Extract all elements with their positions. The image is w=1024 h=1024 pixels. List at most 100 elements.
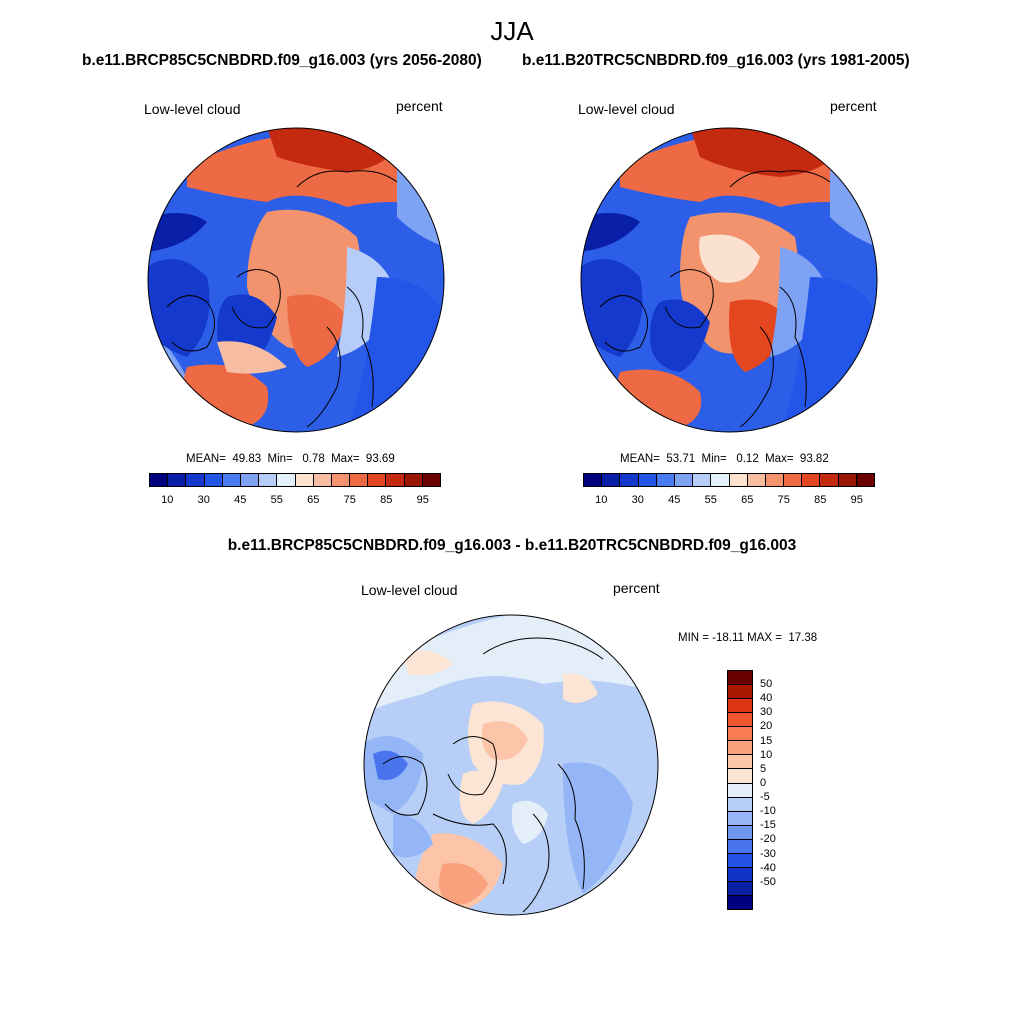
colorbar-tick-label: 45 xyxy=(668,494,681,506)
colorbar-swatch xyxy=(277,474,296,486)
colorbar-tick-label: -40 xyxy=(760,861,776,874)
colorbar-swatch xyxy=(728,867,752,882)
colorbar-tick-label: 85 xyxy=(380,494,393,506)
panel-b-colorbar xyxy=(583,473,875,487)
colorbar-swatch xyxy=(313,474,332,486)
colorbar-swatch xyxy=(728,896,752,910)
colorbar-tick-label: 65 xyxy=(307,494,320,506)
colorbar-tick-label: 50 xyxy=(760,678,773,691)
difference-panel-title: b.e11.BRCP85C5CNBDRD.f09_g16.003 - b.e11… xyxy=(227,537,797,554)
colorbar-swatch xyxy=(168,474,187,486)
difference-min-max: MIN = -18.11 MAX = 17.38 xyxy=(678,632,818,644)
colorbar-swatch xyxy=(729,474,748,486)
colorbar-tick-label: -30 xyxy=(760,847,776,860)
colorbar-tick-label: 30 xyxy=(631,494,644,506)
colorbar-tick-label: -5 xyxy=(760,791,770,804)
colorbar-tick-label: 85 xyxy=(814,494,827,506)
colorbar-tick-label: -15 xyxy=(760,819,776,832)
colorbar-tick-label: 45 xyxy=(234,494,247,506)
colorbar-tick-label: 55 xyxy=(270,494,283,506)
difference-colorbar-ticks: 50 40 30 20 15 10 5 0 -5 -10 -15 -20 -30 -40 -50 xyxy=(760,670,800,910)
colorbar-swatch xyxy=(295,474,314,486)
colorbar-tick-label: 0 xyxy=(760,776,767,789)
difference-colorbar xyxy=(727,670,753,910)
colorbar-tick-label: 20 xyxy=(760,720,773,733)
colorbar-swatch xyxy=(728,685,752,700)
colorbar-tick-label: 30 xyxy=(197,494,210,506)
colorbar-tick-label: 95 xyxy=(850,494,863,506)
colorbar-swatch xyxy=(259,474,278,486)
colorbar-swatch xyxy=(693,474,712,486)
colorbar-tick-label: 30 xyxy=(760,706,773,719)
colorbar-tick-label: 40 xyxy=(760,692,773,705)
panel-b-units-label: percent xyxy=(830,98,877,114)
colorbar-tick-label: -20 xyxy=(760,833,776,846)
colorbar-swatch xyxy=(350,474,369,486)
colorbar-swatch xyxy=(404,474,423,486)
colorbar-swatch xyxy=(728,853,752,868)
colorbar-swatch xyxy=(838,474,857,486)
colorbar-swatch xyxy=(240,474,260,486)
colorbar-swatch xyxy=(728,699,752,714)
colorbar-tick-label: 5 xyxy=(760,762,767,775)
panel-a-stats: MEAN= 49.83 Min= 0.78 Max= 93.69 xyxy=(186,453,395,465)
difference-units-label: percent xyxy=(613,580,660,596)
colorbar-swatch xyxy=(747,474,766,486)
figure-title: JJA xyxy=(490,16,534,46)
colorbar-tick-label: 15 xyxy=(760,734,773,747)
colorbar-swatch xyxy=(765,474,785,486)
colorbar-swatch xyxy=(638,474,657,486)
colorbar-tick-label: 10 xyxy=(595,494,608,506)
colorbar-swatch xyxy=(422,474,440,486)
colorbar-tick-label: -10 xyxy=(760,805,776,818)
colorbar-swatch xyxy=(602,474,621,486)
colorbar-swatch xyxy=(150,474,169,486)
colorbar-swatch xyxy=(186,474,205,486)
colorbar-swatch xyxy=(204,474,223,486)
colorbar-swatch xyxy=(784,474,803,486)
colorbar-tick-label: 75 xyxy=(777,494,790,506)
colorbar-swatch xyxy=(728,727,752,742)
colorbar-swatch xyxy=(728,741,752,756)
colorbar-swatch xyxy=(820,474,839,486)
panel-a-variable-label: Low-level cloud xyxy=(144,101,241,117)
panel-a-colorbar-ticks: 10 30 45 55 65 75 85 95 xyxy=(149,494,441,508)
difference-variable-label: Low-level cloud xyxy=(361,582,458,598)
colorbar-tick-label: 65 xyxy=(741,494,754,506)
colorbar-tick-label: 95 xyxy=(416,494,429,506)
colorbar-tick-label: 10 xyxy=(760,748,773,761)
panel-b-stats: MEAN= 53.71 Min= 0.12 Max= 93.82 xyxy=(620,453,829,465)
colorbar-swatch xyxy=(584,474,603,486)
panel-a-title: b.e11.BRCP85C5CNBDRD.f09_g16.003 (yrs 20… xyxy=(82,52,482,69)
colorbar-swatch xyxy=(728,811,752,826)
colorbar-swatch xyxy=(674,474,694,486)
panel-b-map xyxy=(580,127,878,433)
colorbar-swatch xyxy=(856,474,874,486)
colorbar-swatch xyxy=(728,797,752,812)
colorbar-swatch xyxy=(728,881,752,896)
colorbar-swatch xyxy=(728,769,752,784)
colorbar-swatch xyxy=(368,474,387,486)
colorbar-swatch xyxy=(728,671,752,686)
colorbar-swatch xyxy=(728,755,752,770)
colorbar-tick-label: 55 xyxy=(704,494,717,506)
colorbar-swatch xyxy=(802,474,821,486)
colorbar-tick-label: -50 xyxy=(760,875,776,888)
colorbar-swatch xyxy=(711,474,730,486)
difference-map xyxy=(363,614,659,916)
colorbar-swatch xyxy=(620,474,639,486)
colorbar-swatch xyxy=(386,474,405,486)
colorbar-swatch xyxy=(728,783,752,798)
panel-b-title: b.e11.B20TRC5CNBDRD.f09_g16.003 (yrs 198… xyxy=(522,52,910,69)
panel-a-units-label: percent xyxy=(396,98,443,114)
colorbar-swatch xyxy=(331,474,351,486)
panel-a-colorbar xyxy=(149,473,441,487)
colorbar-swatch xyxy=(728,713,752,728)
panel-a-map xyxy=(147,127,445,433)
colorbar-swatch xyxy=(656,474,675,486)
colorbar-swatch xyxy=(222,474,241,486)
colorbar-tick-label: 75 xyxy=(343,494,356,506)
colorbar-tick-label: 10 xyxy=(161,494,174,506)
colorbar-swatch xyxy=(728,825,752,840)
colorbar-swatch xyxy=(728,839,752,854)
